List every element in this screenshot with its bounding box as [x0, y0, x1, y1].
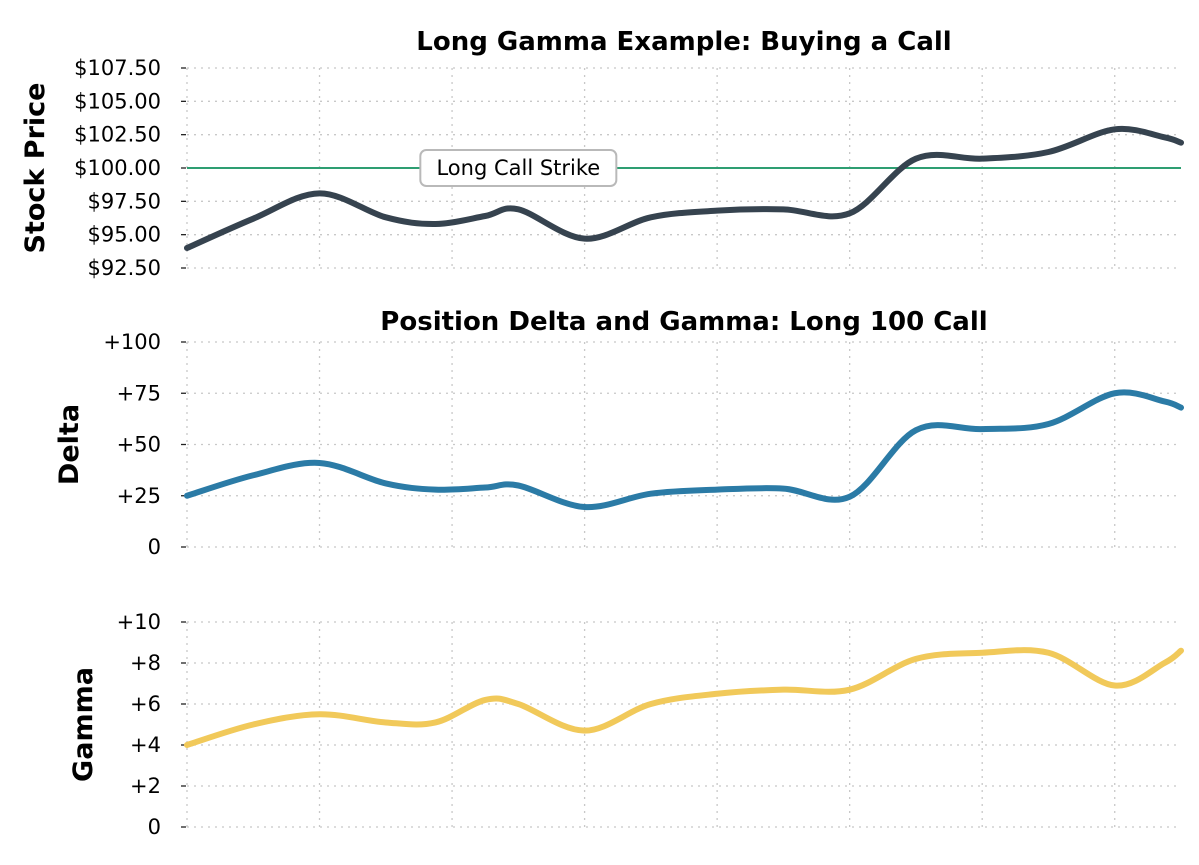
- y-tick-label: $97.50: [88, 189, 161, 213]
- y-tick-label: +75: [117, 381, 161, 405]
- y-axis-label: Stock Price: [20, 83, 51, 254]
- y-tick-label: 0: [148, 535, 161, 559]
- y-tick-label: +2: [130, 774, 161, 798]
- chart-panel-3: 0 +2 +4 +6 +8 +10 Gamma: [68, 610, 1184, 839]
- y-tick-label: +4: [130, 733, 161, 757]
- y-tick-label: $92.50: [88, 256, 161, 280]
- y-axis-label: Delta: [54, 404, 85, 485]
- y-tick-label: $95.00: [88, 223, 161, 247]
- strike-annotation-label: Long Call Strike: [436, 156, 600, 180]
- y-tick-label: +50: [117, 433, 161, 457]
- y-tick-label: +100: [103, 330, 161, 354]
- y-tick-label: $102.50: [74, 123, 161, 147]
- y-tick-label: +6: [130, 692, 161, 716]
- y-tick-label: $107.50: [74, 56, 161, 80]
- y-tick-label: +25: [117, 484, 161, 508]
- strike-annotation-box: [419, 149, 618, 187]
- y-tick-label: 0: [148, 815, 161, 839]
- chart-panel-1: $92.50 $95.00 $97.50 $100.00 $102.50 $105.00 $…: [20, 27, 1184, 280]
- y-tick-label: +8: [130, 651, 161, 675]
- y-tick-label: +10: [117, 610, 161, 634]
- series-line-1: [184, 125, 1184, 251]
- series-line-1: [184, 647, 1184, 748]
- y-tick-label: $105.00: [74, 89, 161, 113]
- y-axis-label: Gamma: [68, 667, 99, 782]
- chart-title: Position Delta and Gamma: Long 100 Call: [380, 307, 987, 337]
- chart-title: Long Gamma Example: Buying a Call: [416, 27, 951, 57]
- chart-panel-2: 0 +25 +50 +75 +100 Position Delta and Gamma: …: [54, 307, 1184, 559]
- series-line-1: [184, 389, 1184, 511]
- y-tick-label: $100.00: [74, 156, 161, 180]
